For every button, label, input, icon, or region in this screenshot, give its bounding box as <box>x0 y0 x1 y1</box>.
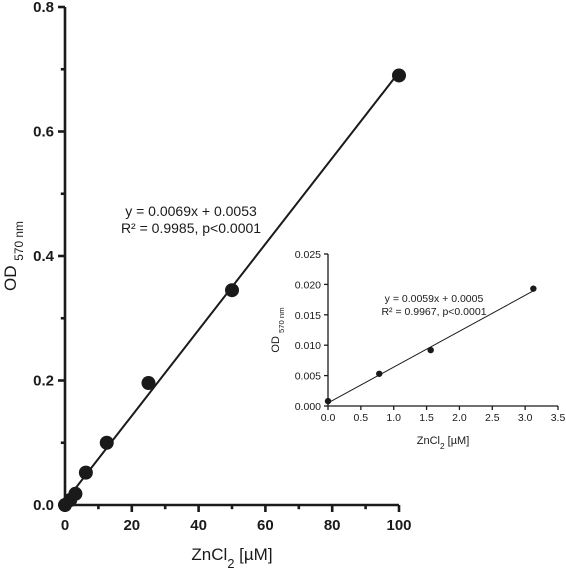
x-tick-label: 0.5 <box>354 412 369 424</box>
y-tick-label: 0.2 <box>33 373 54 390</box>
y-tick-label: 0.6 <box>33 124 54 141</box>
data-point <box>141 375 156 390</box>
r-squared-text: R² = 0.9967, p<0.0001 <box>381 306 486 318</box>
x-tick-label: 1.5 <box>419 412 434 424</box>
x-tick-label: 1.0 <box>386 412 401 424</box>
x-tick-label: 40 <box>190 517 207 534</box>
x-axis-label: ZnCl2 [µM] <box>191 545 272 569</box>
x-tick-label: 100 <box>386 517 411 534</box>
x-tick-label: 0.0 <box>321 412 336 424</box>
data-point <box>530 285 537 292</box>
r-squared-text: R² = 0.9985, p<0.0001 <box>121 220 261 236</box>
inset-plot: 0.0 0.5 1.0 1.5 2.0 2.5 3.0 3.5 0.000 0.005 0.010 0… <box>270 249 565 451</box>
data-point <box>324 397 332 405</box>
y-axis-label: OD 570 nm <box>270 307 286 352</box>
y-tick-label: 0.4 <box>33 248 55 265</box>
y-tick-label: 0.8 <box>33 0 54 16</box>
data-point <box>427 346 434 354</box>
y-tick-label: 0.005 <box>295 371 321 383</box>
data-point <box>99 435 114 450</box>
y-tick-label: 0.010 <box>295 340 321 352</box>
y-axis-label: OD 570 nm <box>1 221 26 291</box>
y-tick-label: 0.015 <box>295 310 321 322</box>
x-axis-label: ZnCl2 [µM] <box>417 435 470 451</box>
x-tick-label: 20 <box>123 517 140 534</box>
x-tick-label: 60 <box>257 517 274 534</box>
data-point <box>78 465 93 480</box>
y-tick-label: 0.025 <box>295 249 321 261</box>
y-tick-label: 0.020 <box>295 279 321 291</box>
data-point <box>225 283 239 298</box>
x-tick-label: 2.5 <box>485 412 500 424</box>
x-tick-label: 0 <box>61 517 69 534</box>
regression-equation: y = 0.0069x + 0.0053 <box>125 203 257 219</box>
data-point <box>68 486 83 501</box>
main-plot: 0 20 40 60 80 100 0.0 0.2 0.4 0.6 0.8 ZnCl2 [µM] OD … <box>1 0 412 569</box>
y-tick-label: 0.000 <box>295 401 321 413</box>
data-point <box>392 68 406 83</box>
x-tick-label: 3.5 <box>551 412 566 424</box>
data-point <box>376 370 383 377</box>
x-tick-label: 3.0 <box>518 412 533 424</box>
x-tick-label: 2.0 <box>452 412 467 424</box>
regression-equation: y = 0.0059x + 0.0005 <box>385 293 484 305</box>
y-tick-label: 0.0 <box>33 497 54 514</box>
x-tick-label: 80 <box>324 517 341 534</box>
